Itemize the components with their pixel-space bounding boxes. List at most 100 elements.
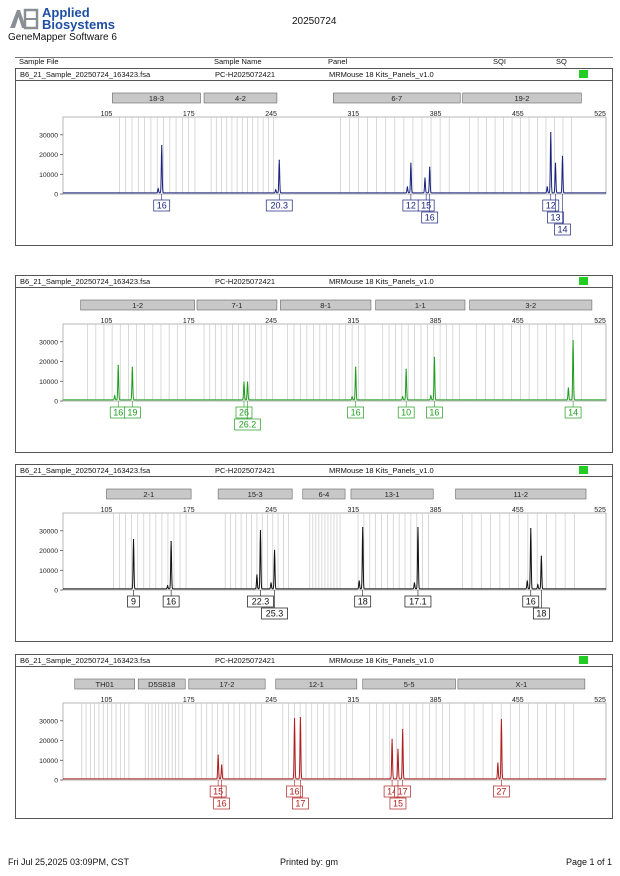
peak-apex <box>131 366 133 368</box>
sq-status-indicator <box>579 656 588 664</box>
allele-box <box>547 211 564 224</box>
x-tick-label: 315 <box>347 318 359 325</box>
allele-call-label: 17 <box>398 787 408 797</box>
peak-apex <box>278 159 280 161</box>
allele-box <box>554 223 571 236</box>
allele-call-label: 26.2 <box>239 420 257 430</box>
allele-call-label: 18 <box>358 597 368 607</box>
marker-bar <box>302 488 346 500</box>
report-date: 20250724 <box>292 16 337 27</box>
peak-apex <box>417 527 419 529</box>
y-tick-label: 20000 <box>39 548 58 555</box>
marker-bar <box>469 299 593 311</box>
allele-call-label: 16 <box>113 408 123 418</box>
plot-area <box>62 116 607 195</box>
plot-area <box>62 512 607 591</box>
marker-bar <box>457 678 586 690</box>
peak-apex <box>402 396 404 398</box>
allele-box <box>162 595 180 608</box>
marker-label: 2-1 <box>143 490 154 499</box>
x-tick-label: 175 <box>183 318 195 325</box>
peak-apex <box>243 381 245 383</box>
sq-status-indicator <box>579 466 588 474</box>
allele-call-label: 16 <box>429 408 439 418</box>
sq-status-indicator <box>579 70 588 78</box>
marker-label: 6-4 <box>319 490 330 499</box>
software-name: GeneMapper Software 6 <box>8 32 117 43</box>
allele-box <box>123 406 141 419</box>
allele-box <box>397 406 415 419</box>
page-number: Page 1 of 1 <box>566 857 613 867</box>
peak-apex <box>221 764 223 766</box>
allele-call-label: 12 <box>546 201 556 211</box>
dye-panel-4: B6_21_Sample_20250724_163423.fsa PC-H2025… <box>15 654 613 819</box>
peak-apex <box>293 718 296 720</box>
x-tick-label: 175 <box>183 507 195 514</box>
marker-label: 12-1 <box>309 680 324 689</box>
peak-apex <box>273 549 276 551</box>
dye-panel-1: B6_21_Sample_20250724_163423.fsa PC-H2025… <box>15 68 613 246</box>
allele-call-label: 16 <box>526 597 536 607</box>
marker-bar <box>280 299 372 311</box>
marker-bar <box>74 678 135 690</box>
peak-apex <box>259 530 262 532</box>
allele-box <box>209 785 227 798</box>
y-tick-label: 30000 <box>39 718 58 725</box>
allele-box <box>426 406 443 419</box>
allele-call-label: 14 <box>568 408 578 418</box>
allele-box <box>542 199 560 212</box>
allele-call-label: 15 <box>393 799 403 809</box>
electropherogram-chart: 18-3 4-2 6-7 19-2 105 175 245 315 385 455 525 0 1000… <box>39 92 607 236</box>
marker-bar <box>137 678 186 690</box>
marker-bar <box>362 678 456 690</box>
marker-label: D5S818 <box>148 680 175 689</box>
peak-apex <box>391 738 393 740</box>
x-tick-label: 525 <box>594 318 606 325</box>
marker-label: 18-3 <box>149 94 164 103</box>
allele-call-label: 12 <box>406 201 416 211</box>
y-tick-label: 20000 <box>39 738 58 745</box>
peak-apex <box>405 368 407 370</box>
sample-file-value: B6_21_Sample_20250724_163423.fsa <box>20 277 151 286</box>
peak-apex <box>170 540 172 543</box>
peak-apex <box>362 527 364 529</box>
marker-label: X-1 <box>516 680 528 689</box>
allele-box <box>286 785 303 798</box>
y-tick-label: 10000 <box>39 568 58 575</box>
allele-box <box>493 785 510 798</box>
allele-box <box>261 607 288 620</box>
allele-call-label: 16 <box>157 201 167 211</box>
x-tick-label: 105 <box>101 507 113 514</box>
peak-apex <box>270 582 272 584</box>
allele-box <box>265 199 293 212</box>
marker-bar <box>196 299 278 311</box>
allele-call-label: 27 <box>496 787 506 797</box>
x-tick-label: 175 <box>183 111 195 118</box>
x-tick-label: 525 <box>594 111 606 118</box>
marker-label: 1-2 <box>132 301 143 310</box>
peak-apex <box>413 582 416 584</box>
y-tick-label: 10000 <box>39 172 58 179</box>
marker-label: 6-7 <box>391 94 402 103</box>
sample-file-value: B6_21_Sample_20250724_163423.fsa <box>20 70 151 79</box>
marker-bar <box>455 488 587 500</box>
signal-trace <box>63 340 606 401</box>
peak-apex <box>161 144 163 147</box>
marker-label: 11-2 <box>514 490 528 499</box>
allele-box <box>292 797 309 810</box>
allele-box <box>127 595 140 608</box>
peak-apex <box>410 162 412 164</box>
allele-box <box>417 199 435 212</box>
x-tick-label: 105 <box>101 318 113 325</box>
peak-apex <box>424 177 426 179</box>
brand-name: Applied Biosystems <box>42 6 115 31</box>
marker-bar <box>188 678 266 690</box>
peak-apex <box>540 555 542 557</box>
allele-call-label: 16 <box>351 408 361 418</box>
peak-apex <box>554 162 557 164</box>
marker-bar <box>350 488 434 500</box>
marker-label: 19-2 <box>514 94 529 103</box>
y-tick-label: 0 <box>54 192 58 199</box>
allele-call-label: 14 <box>387 787 397 797</box>
peak-apex <box>500 719 502 721</box>
